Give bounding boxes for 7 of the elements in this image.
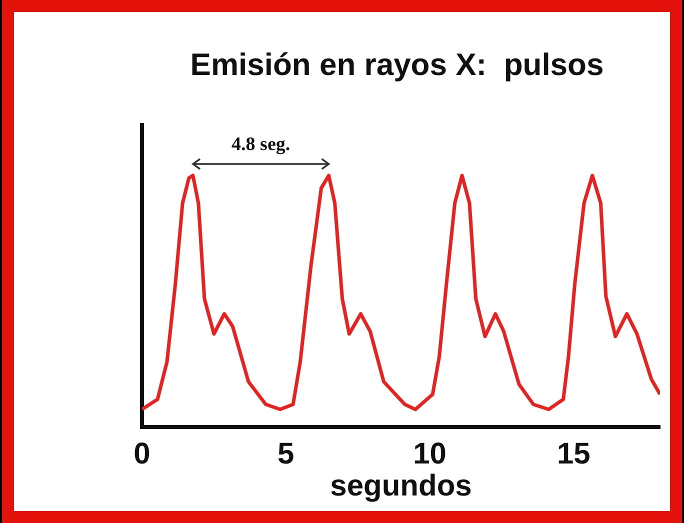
x-axis-title: segundos (330, 469, 472, 502)
text: 4.8 seg. (232, 134, 290, 156)
x-tick-label: 5 (278, 437, 294, 470)
x-tick-label: 0 (134, 437, 150, 470)
x-tick-label: 15 (556, 437, 590, 470)
chart-title: Emisión en rayos X: pulsos (190, 47, 604, 82)
x-tick-label: 10 (413, 437, 446, 470)
